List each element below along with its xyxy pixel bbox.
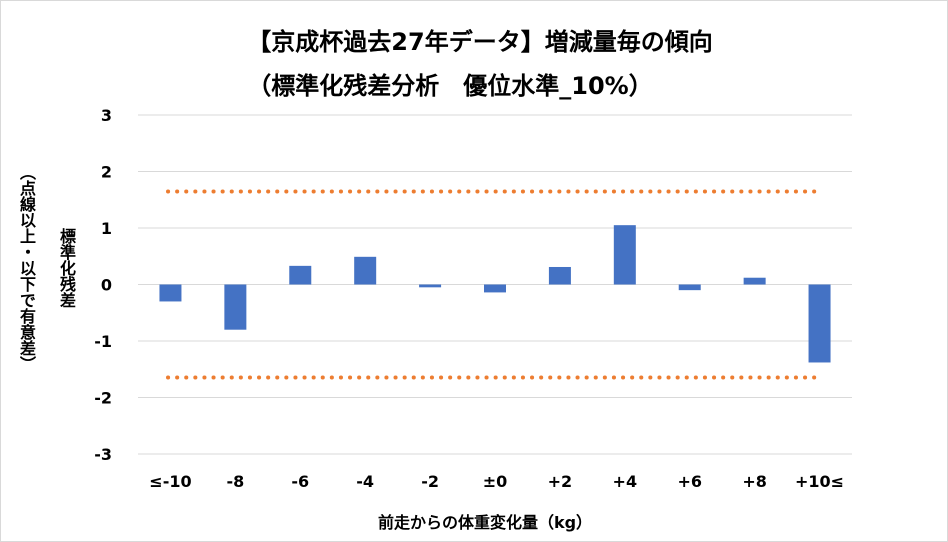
x-tick-label: +10≤ xyxy=(795,472,844,491)
x-tick-label: -6 xyxy=(291,472,309,491)
y-tick-label: 1 xyxy=(101,219,112,238)
bar xyxy=(159,284,182,302)
bar xyxy=(548,266,571,285)
y-axis-note: （点線以上・以下で有意差） xyxy=(17,164,36,372)
y-tick-label: -2 xyxy=(94,389,112,408)
x-tick-label: ±0 xyxy=(483,472,508,491)
bar xyxy=(289,265,312,285)
x-axis-label: 前走からの体重変化量（kg） xyxy=(377,513,593,532)
y-tick-label: -1 xyxy=(94,332,112,351)
y-tick-label: 3 xyxy=(101,106,112,125)
x-tick-label: +4 xyxy=(613,472,638,491)
bar xyxy=(808,284,831,363)
x-tick-label: +8 xyxy=(742,472,767,491)
bar xyxy=(678,284,701,291)
y-tick-label: -3 xyxy=(94,445,112,464)
bar xyxy=(419,284,442,288)
bar xyxy=(354,256,377,285)
bar xyxy=(484,284,506,293)
x-tick-label: -4 xyxy=(356,472,374,491)
x-tick-label: -2 xyxy=(421,472,439,491)
x-tick-label: -8 xyxy=(226,472,244,491)
y-axis-label: 標準化残差 xyxy=(57,228,76,308)
x-tick-label: +6 xyxy=(677,472,702,491)
bar xyxy=(613,225,636,285)
x-tick-label: +2 xyxy=(548,472,573,491)
x-tick-label: ≤-10 xyxy=(149,472,191,491)
y-tick-label: 2 xyxy=(101,163,112,182)
chart-subtitle: （標準化残差分析 優位水準_10%） xyxy=(247,72,653,100)
bar xyxy=(743,277,766,285)
chart-title: 【京成杯過去27年データ】増減量毎の傾向 xyxy=(247,28,713,56)
bar xyxy=(224,284,247,330)
y-tick-label: 0 xyxy=(101,276,112,295)
